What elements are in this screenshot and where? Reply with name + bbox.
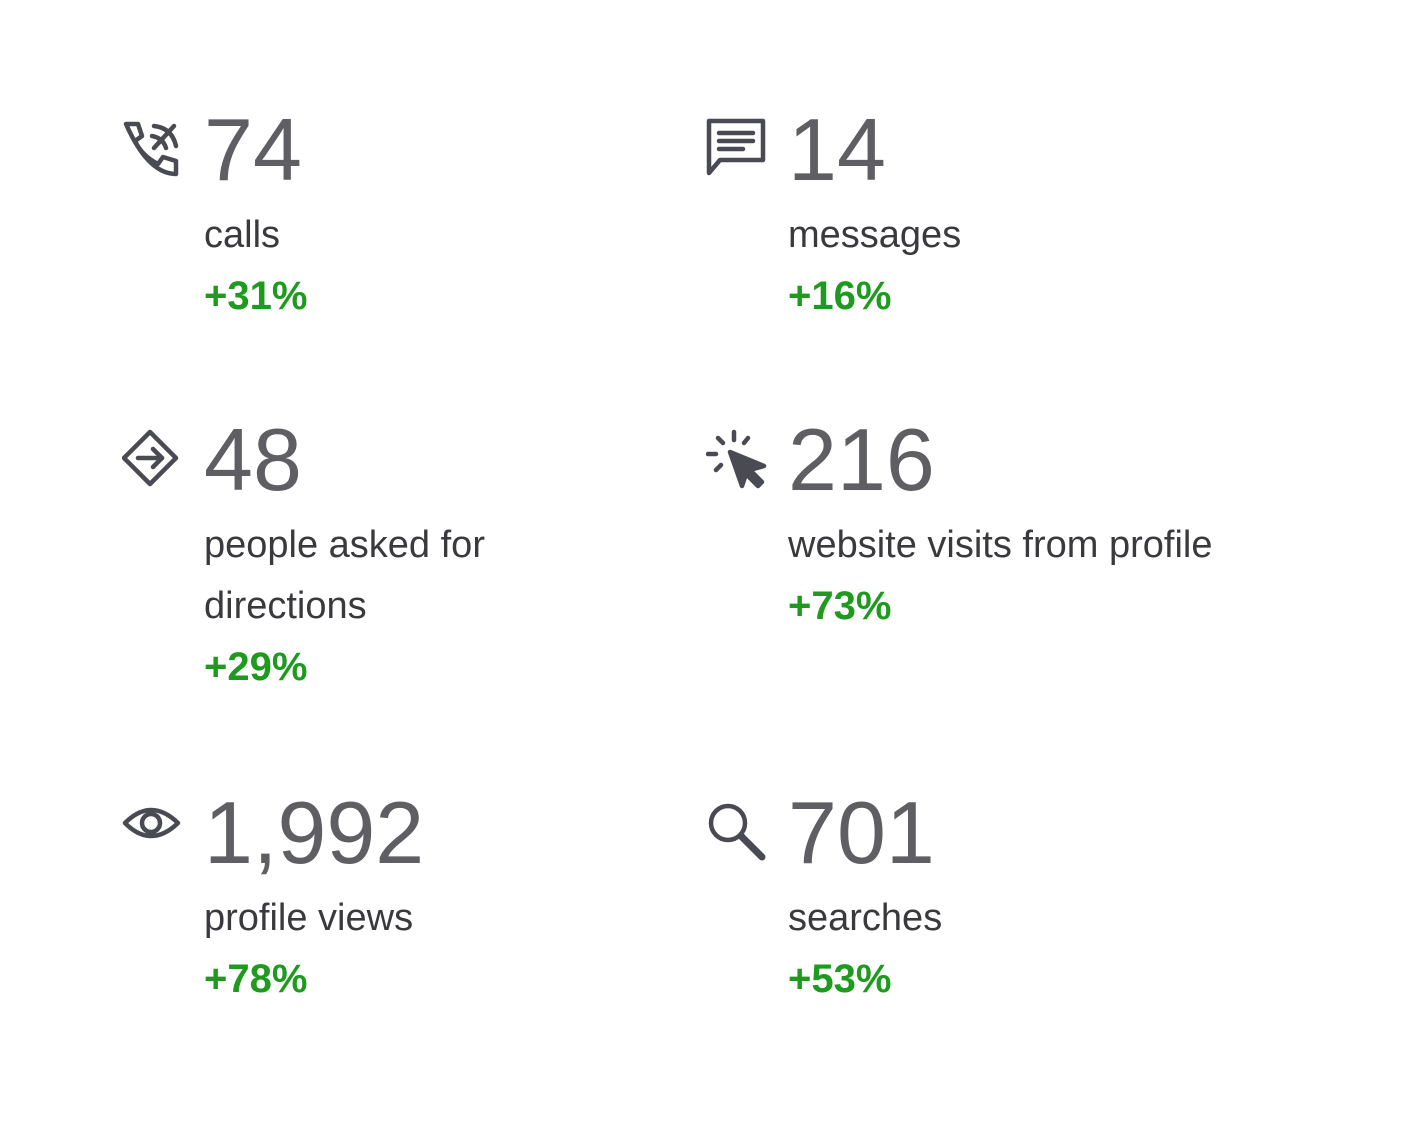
click-icon: [706, 429, 767, 489]
message-icon: [706, 118, 766, 176]
directions-icon: [122, 429, 179, 487]
stat-label: people asked for directions: [204, 524, 485, 627]
search-icon: [708, 803, 766, 861]
stat-value: 1,992: [204, 783, 425, 882]
eye-icon: [122, 807, 181, 839]
stat-change: +53%: [788, 957, 892, 1001]
stat-label: profile views: [204, 897, 414, 939]
stat-change: +78%: [204, 957, 308, 1001]
stat-value: 74: [204, 100, 302, 199]
stat-label: messages: [788, 214, 962, 256]
stat-label: calls: [204, 214, 281, 256]
stat-change: +29%: [204, 645, 308, 689]
stat-value: 216: [788, 410, 935, 509]
phone-icon: [123, 121, 179, 177]
stat-change: +73%: [788, 584, 892, 628]
stat-value: 14: [788, 100, 886, 199]
stat-value: 701: [788, 783, 935, 882]
stat-label: searches: [788, 897, 943, 939]
stat-change: +16%: [788, 274, 892, 318]
stat-label: website visits from profile: [788, 524, 1213, 566]
stat-change: +31%: [204, 274, 308, 318]
stat-value: 48: [204, 410, 302, 509]
